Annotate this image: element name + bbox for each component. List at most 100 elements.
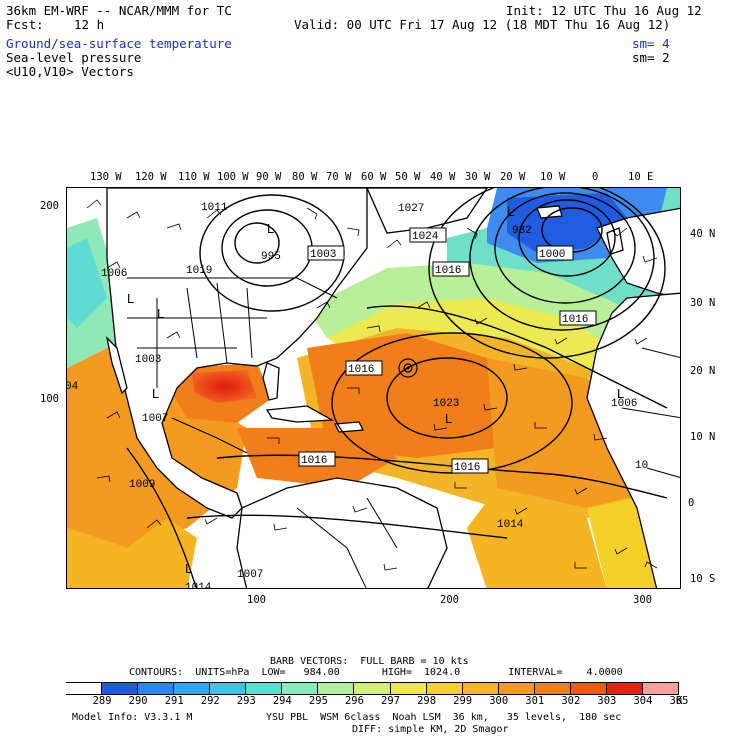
contour-label: 1016 xyxy=(301,455,327,467)
lon-label: 90 W xyxy=(256,171,282,183)
lon-label: 70 W xyxy=(326,171,352,183)
colorbar-swatch xyxy=(174,683,211,694)
lat-label: 0 xyxy=(688,497,695,509)
field-slp-smooth: sm= 2 xyxy=(632,50,670,65)
contour-label: 1007 xyxy=(237,569,263,581)
contour-label: 1006 xyxy=(101,268,127,280)
physics-info: YSU PBL WSM 6class Noah LSM 36 km, 35 le… xyxy=(266,712,622,723)
colorbar-swatch xyxy=(426,683,463,694)
label-box xyxy=(345,360,383,376)
boundaries xyxy=(127,277,680,588)
contour-label: 1016 xyxy=(348,364,374,376)
colorbar-label: 295 xyxy=(308,695,328,707)
colorbar-swatch xyxy=(390,683,427,694)
colorbar-swatch xyxy=(102,683,139,694)
lon-label: 110 W xyxy=(178,171,210,183)
contour-label: 1006 xyxy=(611,398,637,410)
lon-label: 50 W xyxy=(395,171,421,183)
contour-label: 1000 xyxy=(539,249,565,261)
fcst-label: Fcst: xyxy=(6,17,44,32)
colorbar-label: 303 xyxy=(597,695,617,707)
colorbar-swatch xyxy=(210,683,247,694)
contour-label: 1014 xyxy=(497,519,524,531)
contour-label: 982 xyxy=(512,225,532,237)
svg-text:L: L xyxy=(507,204,514,219)
diffusion-info: DIFF: simple KM, 2D Smagor xyxy=(352,724,509,735)
label-box xyxy=(432,261,470,277)
colorbar-label: 290 xyxy=(128,695,148,707)
model-info: Model Info: V3.3.1 M xyxy=(72,712,193,723)
lon-label: 130 W xyxy=(90,171,122,183)
colorbar-swatch xyxy=(534,683,571,694)
colorbar-label: 297 xyxy=(381,695,400,707)
colorbar-swatch xyxy=(66,683,103,694)
contour-label: 1024 xyxy=(412,231,439,243)
grid-label-bottom: 200 xyxy=(440,594,459,606)
label-box xyxy=(451,458,489,474)
contour-label: 1016 xyxy=(454,462,480,474)
svg-text:L: L xyxy=(267,221,274,236)
valid-time: Valid: 00 UTC Fri 17 Aug 12 (18 MDT Thu … xyxy=(294,17,671,32)
lat-label: 10 S xyxy=(690,573,716,585)
grid-label-bottom: 100 xyxy=(247,594,266,606)
svg-text:L: L xyxy=(157,306,164,321)
contour-label: 1016 xyxy=(435,265,461,277)
contour-label: 10 xyxy=(635,460,648,472)
colorbar-swatch xyxy=(570,683,607,694)
barb-legend: BARB VECTORS: FULL BARB = 10 kts xyxy=(270,656,469,667)
colorbar-strip xyxy=(66,682,679,695)
lon-label: 40 W xyxy=(430,171,456,183)
fcst-value: 12 h xyxy=(74,17,105,32)
label-box xyxy=(409,227,447,243)
lon-label: 10 E xyxy=(628,171,654,183)
lon-label: 30 W xyxy=(465,171,491,183)
map-canvas: 1011 1027 1024 982 1000 995 1003 1006 10… xyxy=(67,188,680,589)
colorbar-swatch xyxy=(606,683,643,694)
colorbar-label: 304 xyxy=(633,695,653,707)
contour-info: CONTOURS: UNITS=hPa LOW= 984.00 HIGH= 10… xyxy=(129,667,623,678)
lat-label: 40 N xyxy=(690,228,716,240)
label-box xyxy=(559,310,597,326)
lat-label: 20 N xyxy=(690,365,716,377)
contour-label: 04 xyxy=(67,381,79,393)
contour-label: 1009 xyxy=(129,479,155,491)
colorbar-label: 301 xyxy=(525,695,545,707)
contour-label: 995 xyxy=(261,251,281,263)
lat-label: 30 N xyxy=(690,297,716,309)
colorbar-label: 299 xyxy=(453,695,473,707)
colorbar-label: 302 xyxy=(561,695,581,707)
colorbar-label: 300 xyxy=(489,695,509,707)
label-box xyxy=(298,451,336,467)
contour-label: 1014 xyxy=(185,582,212,589)
svg-text:L: L xyxy=(617,386,624,401)
colorbar-label: 293 xyxy=(236,695,256,707)
contour-label: 1007 xyxy=(142,413,168,425)
pressure-centers: L L L L L L L L xyxy=(127,204,624,576)
colorbar-swatch xyxy=(318,683,355,694)
field-slp: Sea-level pressure xyxy=(6,50,142,65)
contour-label: 1023 xyxy=(433,398,459,410)
tc-symbol xyxy=(398,358,418,378)
colorbar-swatch xyxy=(138,683,175,694)
contour-label: 1019 xyxy=(186,265,212,277)
svg-text:L: L xyxy=(185,561,192,576)
init-time: Init: 12 UTC Thu 16 Aug 12 xyxy=(506,3,702,18)
lon-label: 20 W xyxy=(500,171,526,183)
lon-label: 120 W xyxy=(135,171,167,183)
map-panel: 1011 1027 1024 982 1000 995 1003 1006 10… xyxy=(66,187,681,589)
label-box xyxy=(307,245,345,261)
colorbar-swatch xyxy=(246,683,283,694)
colorbar-swatch xyxy=(282,683,319,694)
colorbar-swatch xyxy=(642,683,679,694)
colorbar-swatch xyxy=(462,683,499,694)
colorbar-label: 296 xyxy=(344,695,364,707)
colorbar-label: 292 xyxy=(200,695,220,707)
contour-label: 1003 xyxy=(310,249,336,261)
colorbar-units: K xyxy=(676,694,683,707)
lon-label: 10 W xyxy=(540,171,566,183)
field-vectors: <U10,V10> Vectors xyxy=(6,64,134,79)
field-sst-smooth: sm= 4 xyxy=(632,36,670,51)
grid-label-bottom: 300 xyxy=(633,594,652,606)
grid-label-left: 200 xyxy=(40,200,59,212)
label-box xyxy=(536,245,574,261)
